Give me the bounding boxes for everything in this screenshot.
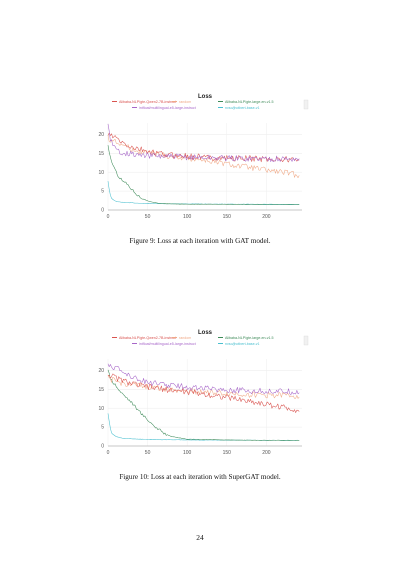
x-tick-label: 0 bbox=[107, 450, 110, 456]
y-tick-label: 0 bbox=[101, 444, 104, 450]
x-tick-label: 200 bbox=[262, 214, 271, 220]
x-tick-label: 100 bbox=[183, 450, 192, 456]
x-tick-label: 150 bbox=[223, 450, 232, 456]
legend-label[interactable]: random bbox=[179, 336, 191, 340]
figure-9-caption: Figure 9: Loss at each iteration with GA… bbox=[129, 237, 271, 245]
legend-label[interactable]: Alibaba-NLP/gte-Qwen2-7B-instruct bbox=[119, 100, 176, 104]
series-line bbox=[107, 123, 300, 163]
chart-figure-10: Loss Alibaba-NLP/gte-Qwen2-7B-instruct ran… bbox=[90, 326, 312, 458]
y-tick-label: 20 bbox=[98, 132, 104, 138]
series-line bbox=[107, 363, 300, 395]
x-tick-label: 50 bbox=[145, 450, 151, 456]
loss-chart-gat: Loss Alibaba-NLP/gte-Qwen2-7B-instruct ran… bbox=[98, 94, 309, 220]
loss-chart-supergat: Loss Alibaba-NLP/gte-Qwen2-7B-instruct ran… bbox=[98, 330, 309, 456]
legend-label[interactable]: Alibaba-NLP/gte-large-en-v1.5 bbox=[225, 100, 274, 104]
y-tick-label: 15 bbox=[98, 387, 104, 393]
chart-title: Loss bbox=[198, 94, 213, 100]
x-tick-label: 150 bbox=[223, 214, 232, 220]
legend-label[interactable]: random bbox=[179, 100, 191, 104]
series-line bbox=[107, 132, 300, 163]
series-line bbox=[107, 374, 300, 399]
legend-label[interactable]: nvso/jhotbert-base-v1 bbox=[225, 342, 260, 346]
legend-scroll-control[interactable] bbox=[303, 335, 309, 346]
series-line bbox=[107, 369, 300, 441]
legend-label[interactable]: Alibaba-NLP/gte-Qwen2-7B-instruct bbox=[119, 336, 176, 340]
chart-figure-9: Loss Alibaba-NLP/gte-Qwen2-7B-instruct ran… bbox=[90, 90, 312, 222]
y-tick-label: 20 bbox=[98, 368, 104, 374]
series-line bbox=[108, 373, 300, 413]
y-tick-label: 10 bbox=[98, 170, 104, 176]
x-tick-label: 200 bbox=[262, 450, 271, 456]
chart-title: Loss bbox=[198, 330, 213, 336]
legend-label[interactable]: intfloat/multilingual-e5-large-instruct bbox=[139, 342, 196, 346]
series-line bbox=[107, 181, 300, 205]
legend-label[interactable]: nvso/jhotbert-base-v1 bbox=[225, 106, 260, 110]
series-line bbox=[107, 145, 300, 205]
legend-label[interactable]: Alibaba-NLP/gte-large-en-v1.5 bbox=[225, 336, 274, 340]
x-tick-label: 0 bbox=[107, 214, 110, 220]
legend-label[interactable]: intfloat/multilingual-e5-large-instruct bbox=[139, 106, 196, 110]
y-tick-label: 10 bbox=[98, 406, 104, 412]
legend-scroll-control[interactable] bbox=[303, 99, 309, 110]
y-tick-label: 15 bbox=[98, 151, 104, 157]
y-tick-label: 5 bbox=[101, 189, 104, 195]
y-tick-label: 5 bbox=[101, 425, 104, 431]
y-tick-label: 0 bbox=[101, 208, 104, 214]
x-tick-label: 100 bbox=[183, 214, 192, 220]
figure-10-caption: Figure 10: Loss at each iteration with S… bbox=[119, 473, 281, 481]
x-tick-label: 50 bbox=[145, 214, 151, 220]
page-number: 24 bbox=[196, 533, 204, 542]
series-line bbox=[107, 135, 300, 178]
